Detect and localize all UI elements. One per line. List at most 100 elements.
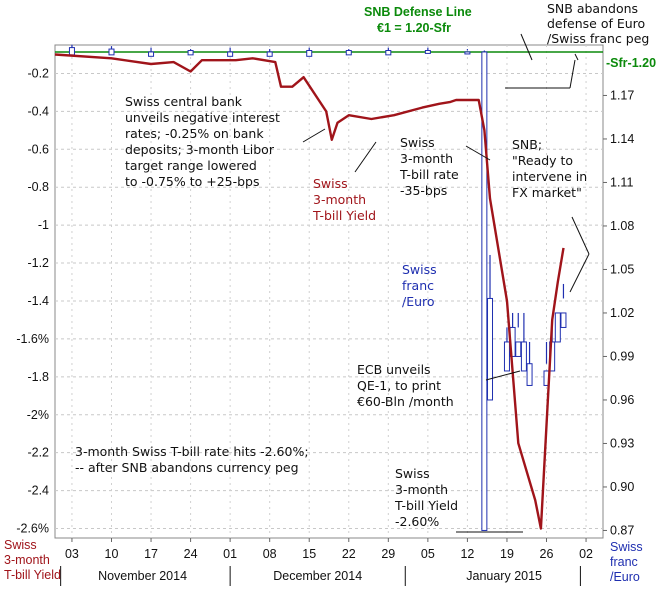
x-tick-label: 17 [144, 547, 158, 561]
candle-body [464, 51, 471, 55]
x-tick-label: 12 [460, 547, 474, 561]
tbill-35bps-line: Swiss [400, 135, 435, 150]
x-month-label: January 2015 [466, 569, 542, 583]
defense-line-label: SNB Defense Line €1 = 1.20-Sfr [364, 5, 472, 35]
candle-body [108, 48, 115, 56]
candle-body [526, 363, 533, 386]
tbill-yield-series-label-line: 3-month [313, 192, 366, 207]
tbill-yield-series-label: Swiss 3-month T-bill Yield [312, 176, 376, 223]
x-tick-label: 01 [223, 547, 237, 561]
negative-rates-line: unveils negative interest [125, 110, 280, 125]
tbill-yield-label-pointer [354, 141, 377, 173]
x-tick-label: 26 [540, 547, 554, 561]
left-axis-label-line: 3-month [4, 553, 50, 567]
candle-body [554, 312, 561, 343]
tbill-35bps-line: 3-month [400, 151, 453, 166]
right-axis-label-line: franc [610, 555, 638, 569]
grid [55, 45, 603, 538]
x-tick-label: 24 [184, 547, 198, 561]
left-tick-label: -1 [38, 218, 49, 232]
candle-body [515, 341, 522, 357]
right-axis-label-line: Swiss [610, 540, 643, 554]
left-tick-label: -2% [27, 408, 49, 422]
franc-euro-series-label-line: Swiss [402, 262, 437, 277]
left-tick-label: -2.4 [27, 484, 49, 498]
left-axis-label-line: T-bill Yield [4, 568, 61, 582]
negative-rates-line: Swiss central bank [125, 94, 243, 109]
right-tick-label: 0.87 [610, 523, 634, 537]
x-tick-label: 22 [342, 547, 356, 561]
right-tick-label: 1.14 [610, 132, 634, 146]
right-tick-label: 0.93 [610, 436, 634, 450]
tbill-35bps-line: -35-bps [400, 183, 447, 198]
negative-rates-annotation: Swiss central bank unveils negative inter… [125, 94, 280, 189]
franc-euro-series-label-line: franc [402, 278, 434, 293]
candle-body [306, 50, 313, 57]
negative-rates-line: to -0.75% to +25-bps [125, 174, 260, 189]
tbill-yield-line [54, 53, 565, 530]
franc-euro-series [68, 44, 567, 531]
x-tick-label: 05 [421, 547, 435, 561]
right-axis-label-line: /Euro [610, 570, 640, 584]
right-tick-label: 1.05 [610, 262, 634, 276]
candle-body [481, 51, 488, 531]
peg-abandon-line: /Swiss franc peg [547, 31, 649, 46]
tbill-low-line: -2.60% [395, 514, 439, 529]
right-tick-label: 1.11 [610, 175, 633, 189]
tbill-35bps-annotation: Swiss 3-month T-bill rate -35-bps [399, 135, 459, 198]
snb-ready-line: SNB; [512, 137, 542, 152]
right-axis-label: Swiss franc/Euro [610, 540, 643, 584]
tbill-hits-line: 3-month Swiss T-bill rate hits -2.60%; [75, 444, 309, 459]
x-tick-label: 08 [263, 547, 277, 561]
candle-body [266, 51, 273, 57]
annotation-pointers [302, 33, 590, 533]
tbill-yield-series [54, 53, 565, 530]
candle-body [503, 341, 510, 372]
snb-ready-pointer [569, 253, 590, 293]
x-month-label: November 2014 [98, 569, 187, 583]
tbill-35bps-line: T-bill rate [399, 167, 459, 182]
ecb-qe-line: QE-1, to print [357, 378, 441, 393]
x-tick-label: 02 [579, 547, 593, 561]
negative-rates-line: target range lowered [125, 158, 257, 173]
tbill-yield-series-label-line: T-bill Yield [312, 208, 376, 223]
right-tick-label: 0.99 [610, 349, 634, 363]
franc-euro-series-label-line: /Euro [402, 294, 435, 309]
ecb-qe-annotation: ECB unveils QE-1, to print €60-Bln /month [357, 362, 454, 409]
right-tick-label: 1.17 [610, 88, 634, 102]
left-tick-label: -0.8 [27, 180, 49, 194]
tbill-hits-annotation: 3-month Swiss T-bill rate hits -2.60%; --… [75, 444, 309, 475]
left-tick-label: -1.4 [27, 294, 49, 308]
candle-body [227, 51, 234, 57]
left-tick-label: -1.8 [27, 370, 49, 384]
left-axis-label: Swiss 3-month T-bill Yield [4, 538, 61, 582]
candle-body [148, 51, 155, 57]
candle-body [385, 50, 392, 56]
tbill-low-annotation: Swiss 3-month T-bill Yield -2.60% [394, 466, 458, 529]
left-tick-label: -0.2 [27, 66, 49, 80]
tbill-low-line: 3-month [395, 482, 448, 497]
left-tick-label: -0.6 [27, 142, 49, 156]
x-axis-ticks: 03 10 17 24 01 08 15 22 29 05 12 19 26 02 November 201… [60, 538, 593, 586]
tbill-35bps-pointer [465, 145, 491, 161]
right-axis-ticks: 1.17 1.14 1.11 1.08 1.05 1.02 0.99 0.96 0.93 0.90… [603, 88, 634, 537]
x-tick-label: 03 [65, 547, 79, 561]
reference-line-label: -Sfr-1.20 [606, 56, 656, 70]
x-tick-label: 10 [105, 547, 119, 561]
candle-body [424, 50, 431, 54]
snb-ready-annotation: SNB; "Ready to intervene in FX market" [512, 137, 587, 200]
x-month-label: December 2014 [273, 569, 362, 583]
negative-rates-line: rates; -0.25% on bank [125, 126, 264, 141]
snb-ready-pointer [571, 216, 590, 255]
candle-body [187, 50, 194, 56]
x-tick-label: 29 [381, 547, 395, 561]
franc-euro-series-label: Swiss franc/Euro [402, 262, 437, 309]
tbill-low-line: Swiss [395, 466, 430, 481]
snb-ready-line: FX market" [512, 185, 582, 200]
peg-abandon-pointer [569, 59, 576, 89]
candle-body [487, 297, 494, 401]
right-tick-label: 0.90 [610, 480, 634, 494]
right-tick-label: 1.02 [610, 306, 634, 320]
negative-rates-pointer [302, 128, 326, 143]
